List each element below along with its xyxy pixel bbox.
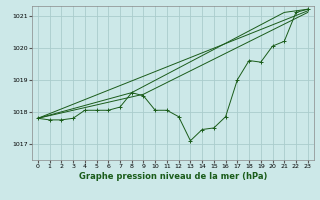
X-axis label: Graphe pression niveau de la mer (hPa): Graphe pression niveau de la mer (hPa)	[79, 172, 267, 181]
